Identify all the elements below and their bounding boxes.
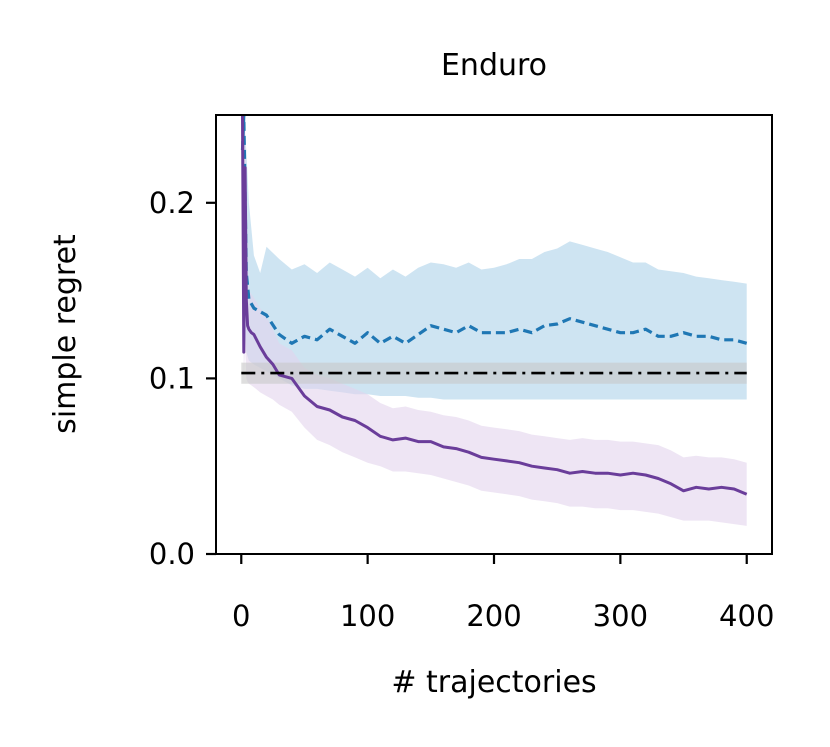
y-tick-label: 0.1: [149, 361, 195, 395]
x-tick-label: 0: [232, 599, 250, 633]
series-lines: [240, 115, 748, 496]
series-1-line: [240, 115, 748, 345]
series-2-line: [241, 115, 748, 496]
x-tick-label: 400: [719, 599, 774, 633]
y-tick-label: 0.0: [149, 537, 195, 571]
y-axis-label: simple regret: [48, 234, 83, 434]
x-tick-label: 100: [340, 599, 395, 633]
y-axis: 0.0 0.1 0.2: [149, 186, 216, 571]
y-tick-label: 0.2: [149, 186, 195, 220]
x-axis-label: # trajectories: [391, 665, 596, 700]
x-tick-label: 200: [466, 599, 521, 633]
series-1-band: [242, 115, 747, 400]
confidence-bands: [241, 115, 747, 526]
x-tick-label: 300: [593, 599, 648, 633]
x-axis: 0 100 200 300 400: [232, 554, 774, 633]
chart-title: Enduro: [441, 48, 547, 83]
series-2-band: [242, 115, 747, 526]
